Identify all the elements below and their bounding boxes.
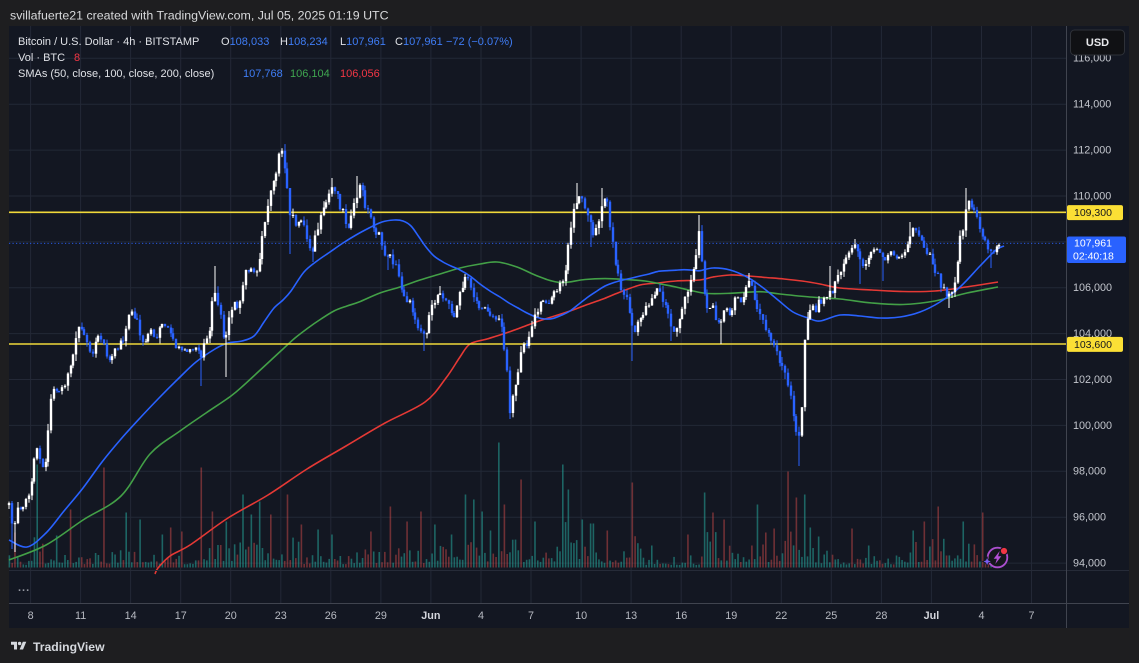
svg-text:svillafuerte21 created with Tr: svillafuerte21 created with TradingView.…: [10, 9, 389, 23]
svg-text:112,000: 112,000: [1073, 145, 1111, 157]
svg-text:Bitcoin / U.S. Dollar · 4h · B: Bitcoin / U.S. Dollar · 4h · BITSTAMP O10…: [18, 36, 513, 48]
svg-text:96,000: 96,000: [1073, 512, 1106, 524]
svg-text:7: 7: [528, 610, 534, 622]
svg-text:02:40:18: 02:40:18: [1073, 251, 1114, 263]
svg-text:109,300: 109,300: [1074, 207, 1112, 219]
svg-text:USD: USD: [1086, 37, 1109, 49]
svg-text:16: 16: [675, 610, 687, 622]
svg-text:98,000: 98,000: [1073, 466, 1106, 478]
svg-text:29: 29: [375, 610, 387, 622]
svg-text:8: 8: [28, 610, 34, 622]
svg-text:102,000: 102,000: [1073, 374, 1112, 386]
svg-text:23: 23: [275, 610, 287, 622]
svg-text:TradingView: TradingView: [33, 640, 105, 654]
svg-text:4: 4: [478, 610, 484, 622]
svg-text:107,961: 107,961: [1074, 238, 1112, 250]
svg-text:22: 22: [775, 610, 787, 622]
svg-text:114,000: 114,000: [1073, 99, 1111, 111]
svg-text:SMAs (50, close, 100, close, 2: SMAs (50, close, 100, close, 200, close)…: [18, 68, 380, 80]
svg-text:...: ...: [18, 582, 30, 594]
svg-text:Jul: Jul: [924, 610, 940, 622]
svg-text:110,000: 110,000: [1073, 190, 1111, 202]
svg-text:100,000: 100,000: [1073, 420, 1112, 432]
svg-text:26: 26: [325, 610, 337, 622]
svg-text:106,000: 106,000: [1073, 282, 1112, 294]
svg-text:13: 13: [625, 610, 637, 622]
svg-text:4: 4: [978, 610, 984, 622]
svg-text:19: 19: [725, 610, 737, 622]
svg-text:14: 14: [125, 610, 137, 622]
svg-text:7: 7: [1028, 610, 1034, 622]
svg-text:17: 17: [175, 610, 187, 622]
svg-text:10: 10: [575, 610, 587, 622]
svg-text:25: 25: [825, 610, 837, 622]
svg-text:20: 20: [225, 610, 237, 622]
svg-text:94,000: 94,000: [1073, 558, 1106, 570]
svg-text:11: 11: [75, 610, 86, 622]
svg-text:103,600: 103,600: [1074, 339, 1112, 351]
svg-text:Jun: Jun: [421, 610, 440, 622]
svg-text:28: 28: [875, 610, 887, 622]
svg-text:116,000: 116,000: [1073, 53, 1111, 65]
